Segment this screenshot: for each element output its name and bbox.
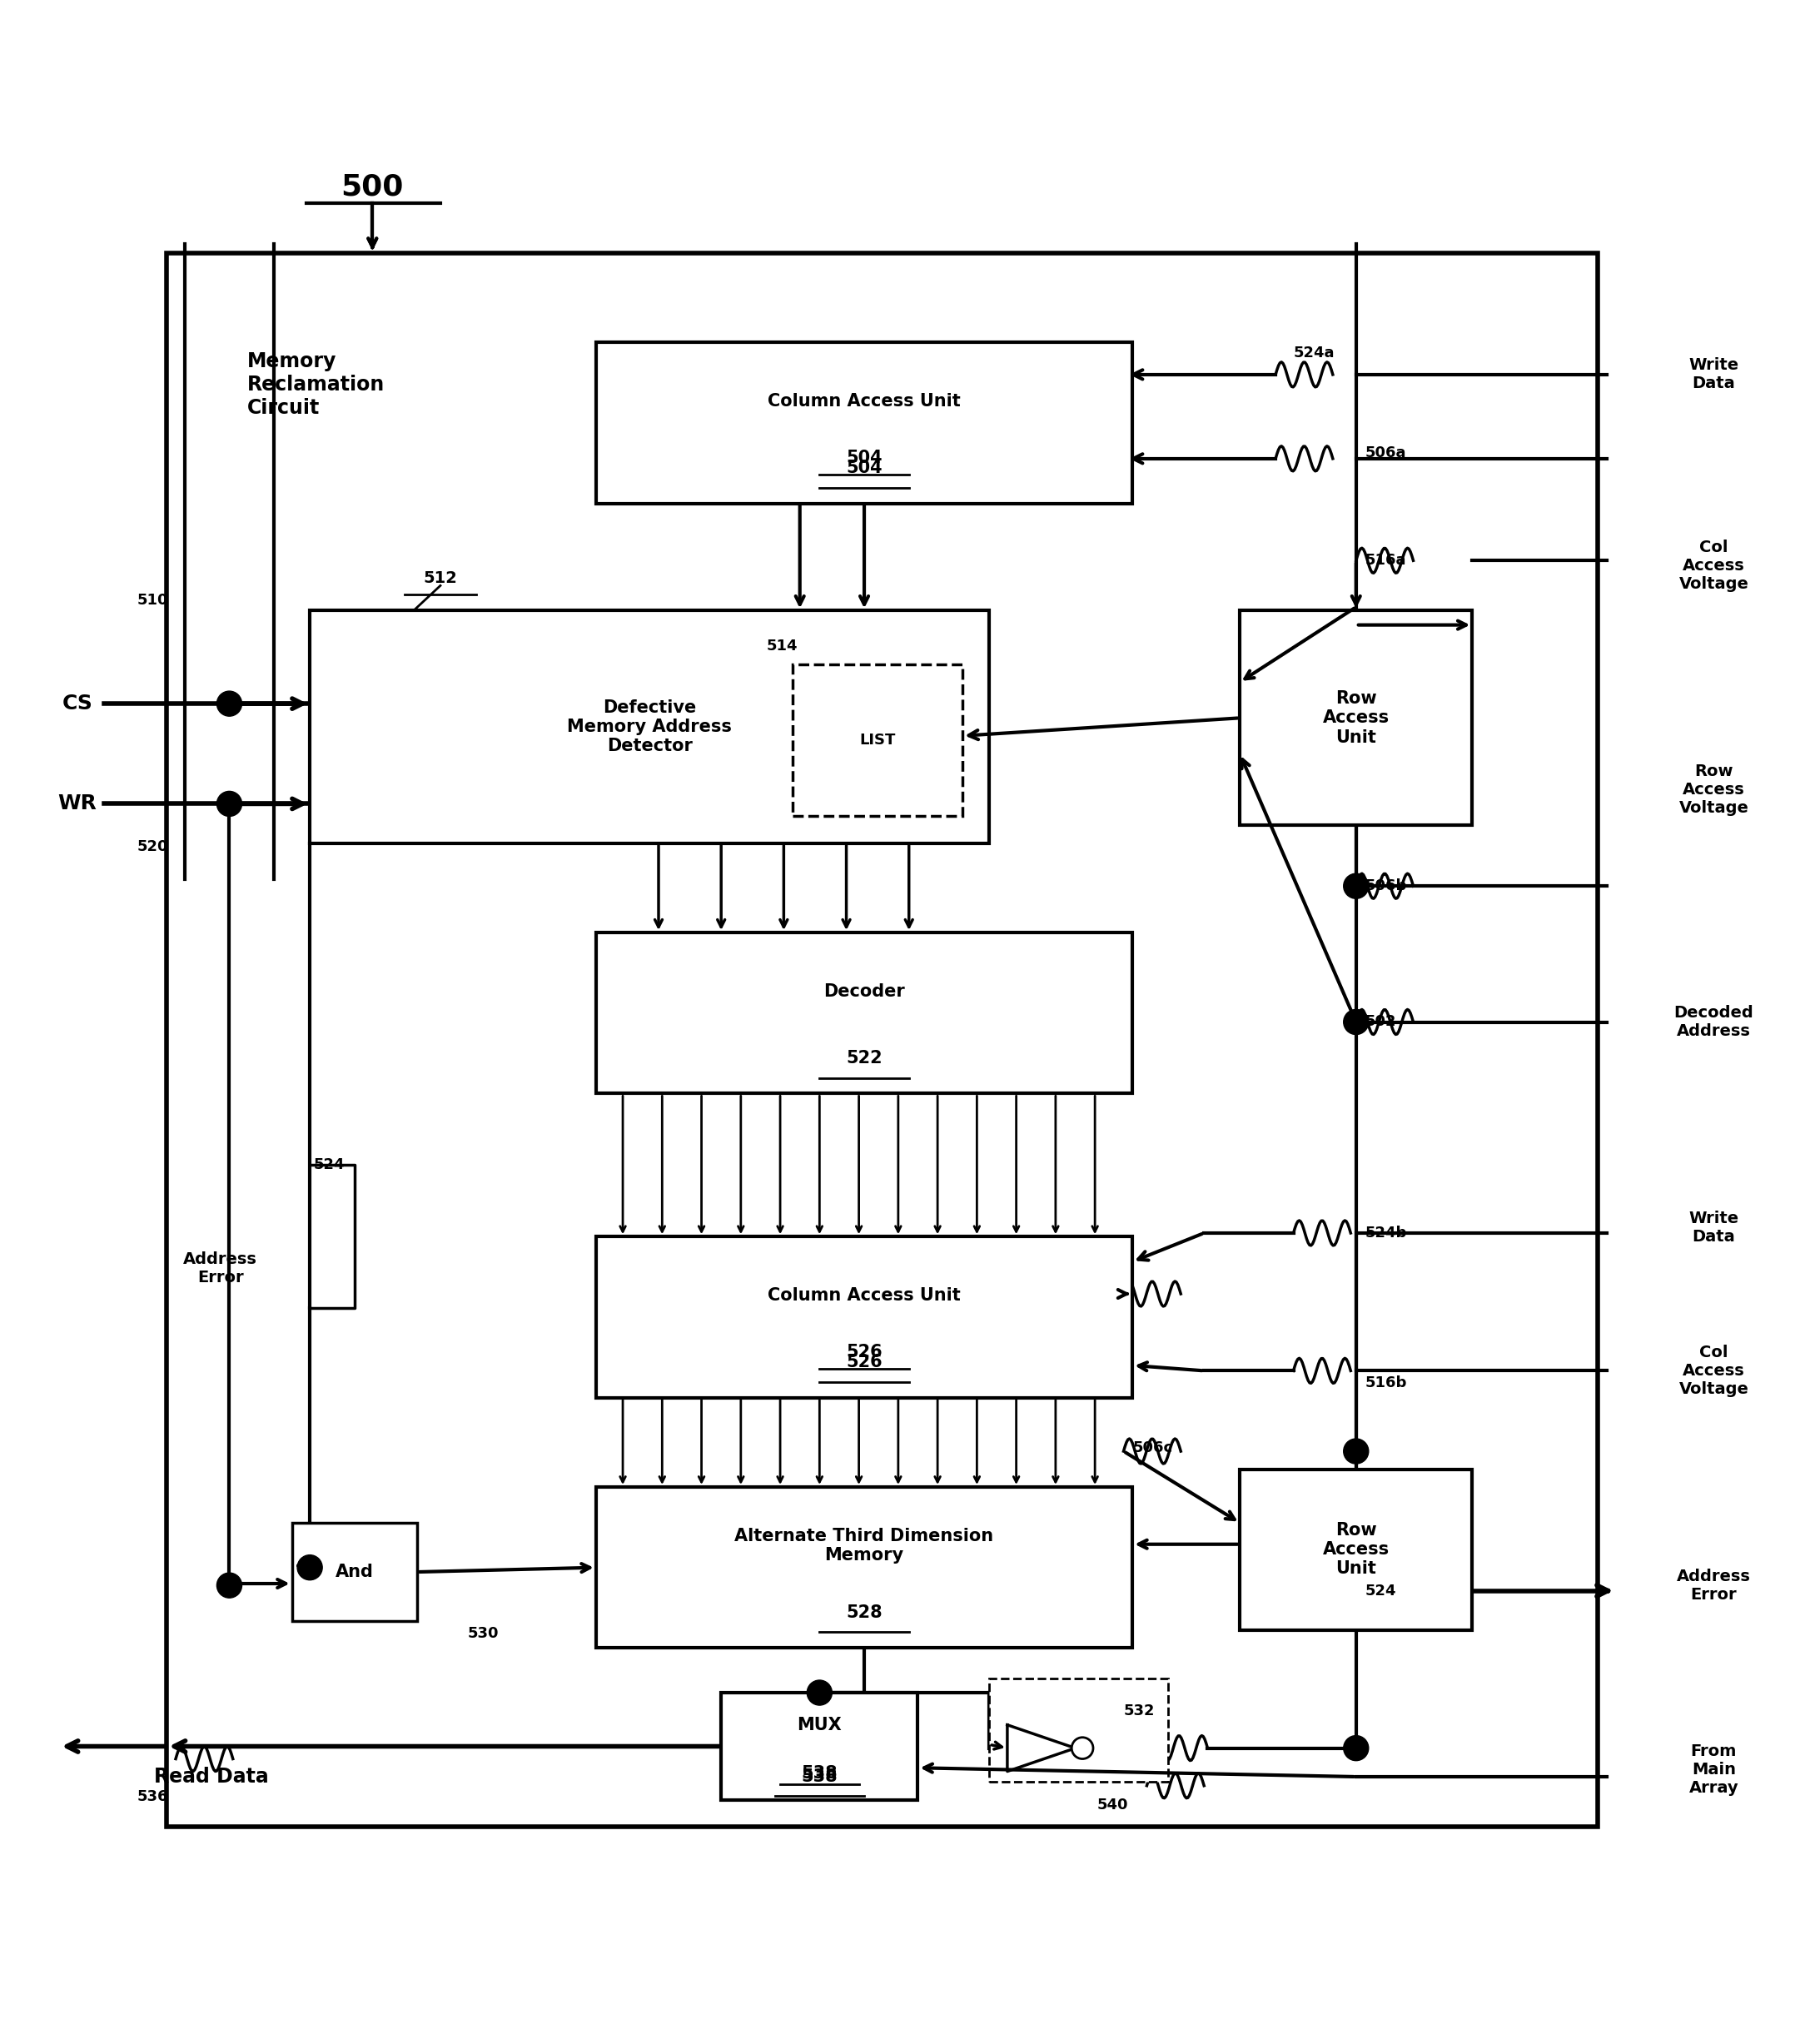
Text: Defective
Memory Address
Detector: Defective Memory Address Detector xyxy=(567,699,733,754)
Text: Row
Access
Unit: Row Access Unit xyxy=(1323,691,1390,746)
Text: Alternate Third Dimension
Memory: Alternate Third Dimension Memory xyxy=(734,1529,994,1564)
Text: 526: 526 xyxy=(846,1353,882,1369)
FancyBboxPatch shape xyxy=(596,343,1132,503)
Text: 528: 528 xyxy=(846,1605,882,1621)
Text: And: And xyxy=(335,1564,374,1580)
Text: Memory
Reclamation
Circuit: Memory Reclamation Circuit xyxy=(247,352,385,417)
Text: 516b: 516b xyxy=(1364,1376,1408,1390)
Text: 502: 502 xyxy=(1364,1014,1397,1030)
Text: CS: CS xyxy=(61,693,92,713)
Text: WR: WR xyxy=(58,793,97,814)
Text: 520: 520 xyxy=(137,840,167,854)
FancyBboxPatch shape xyxy=(1240,611,1472,826)
Text: 514: 514 xyxy=(767,640,797,654)
Circle shape xyxy=(297,1555,322,1580)
Text: 524: 524 xyxy=(313,1157,344,1173)
Text: Col
Access
Voltage: Col Access Voltage xyxy=(1679,540,1748,593)
Text: 524b: 524b xyxy=(1364,1226,1408,1241)
Text: LIST: LIST xyxy=(860,734,896,748)
Text: 538: 538 xyxy=(801,1768,837,1784)
Text: Row
Access
Voltage: Row Access Voltage xyxy=(1679,762,1748,816)
Text: Column Access Unit: Column Access Unit xyxy=(769,1288,961,1304)
Text: 538: 538 xyxy=(801,1764,837,1782)
Text: Decoder: Decoder xyxy=(824,983,905,1000)
FancyBboxPatch shape xyxy=(167,253,1597,1827)
FancyBboxPatch shape xyxy=(792,664,963,816)
Text: 532: 532 xyxy=(1123,1703,1156,1719)
Circle shape xyxy=(1343,1010,1368,1034)
FancyBboxPatch shape xyxy=(596,932,1132,1094)
Text: Address
Error: Address Error xyxy=(184,1251,257,1286)
Circle shape xyxy=(1343,1735,1368,1760)
Circle shape xyxy=(216,691,241,715)
FancyBboxPatch shape xyxy=(310,611,990,844)
Text: Write
Data: Write Data xyxy=(1688,1210,1739,1245)
Text: 506c: 506c xyxy=(1132,1441,1172,1455)
Text: Address
Error: Address Error xyxy=(1678,1568,1751,1602)
FancyBboxPatch shape xyxy=(1240,1470,1472,1629)
Text: Write
Data: Write Data xyxy=(1688,358,1739,392)
Circle shape xyxy=(216,791,241,816)
FancyBboxPatch shape xyxy=(722,1692,918,1801)
Text: 524a: 524a xyxy=(1294,345,1334,360)
FancyBboxPatch shape xyxy=(990,1678,1168,1782)
Text: From
Main
Array: From Main Array xyxy=(1688,1744,1739,1797)
Text: 506b: 506b xyxy=(1364,879,1408,893)
Text: Decoded
Address: Decoded Address xyxy=(1674,1006,1753,1038)
Text: 504: 504 xyxy=(846,460,882,476)
Text: 524: 524 xyxy=(1364,1584,1397,1598)
Text: Col
Access
Voltage: Col Access Voltage xyxy=(1679,1345,1748,1396)
Circle shape xyxy=(216,1572,241,1598)
Text: 506a: 506a xyxy=(1364,446,1406,460)
Text: 540: 540 xyxy=(1096,1799,1129,1813)
Text: 522: 522 xyxy=(846,1051,882,1067)
Polygon shape xyxy=(1008,1725,1075,1772)
Text: 510: 510 xyxy=(137,593,167,607)
Text: 516a: 516a xyxy=(1364,554,1406,568)
Text: 530: 530 xyxy=(468,1627,499,1641)
Text: Read Data: Read Data xyxy=(155,1766,268,1786)
FancyBboxPatch shape xyxy=(596,1486,1132,1647)
Text: 500: 500 xyxy=(340,172,403,200)
Text: 536: 536 xyxy=(137,1788,167,1805)
Circle shape xyxy=(1343,1439,1368,1464)
FancyBboxPatch shape xyxy=(596,1237,1132,1398)
Text: 504: 504 xyxy=(846,450,882,466)
Circle shape xyxy=(1071,1737,1093,1758)
Text: Row
Access
Unit: Row Access Unit xyxy=(1323,1523,1390,1578)
FancyBboxPatch shape xyxy=(292,1523,418,1621)
Text: 526: 526 xyxy=(846,1345,882,1361)
Text: MUX: MUX xyxy=(797,1717,842,1733)
Text: Column Access Unit: Column Access Unit xyxy=(769,392,961,409)
Circle shape xyxy=(1343,873,1368,899)
Text: 512: 512 xyxy=(423,570,457,587)
Circle shape xyxy=(806,1680,832,1705)
